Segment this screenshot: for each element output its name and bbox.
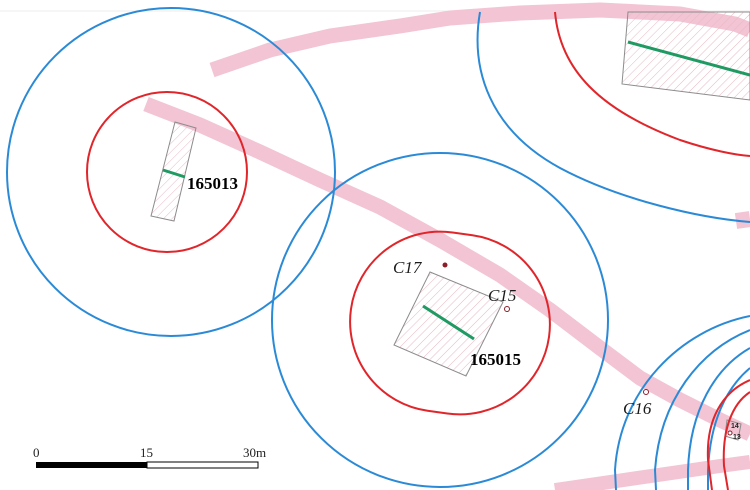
parcel-165015-label: 165015 (470, 350, 521, 369)
outer-buffer-165013 (6, 7, 336, 337)
point-c16-marker[interactable] (643, 389, 649, 395)
point-c15-label: C15 (488, 286, 516, 305)
parcel-165013-area (150, 121, 197, 222)
scale-tick-30m: 30m (243, 445, 266, 460)
scale-bar-black-segment (36, 462, 147, 468)
parcel-165013-label: 165013 (187, 174, 238, 193)
point-c17-label: C17 (393, 258, 423, 277)
inner-buffer-bottom-right-2 (722, 391, 750, 490)
point-14-label: 14 (731, 423, 739, 430)
scale-tick-0: 0 (33, 445, 40, 460)
outer-buffer-bottom-right-1 (613, 315, 750, 490)
label-layer: 165013 165015 C17 C15 C16 14 13 (187, 174, 741, 441)
point-c17-marker[interactable] (442, 262, 448, 268)
point-c15-marker[interactable] (504, 306, 510, 312)
inner-buffer-top-right (554, 11, 750, 157)
inner-buffer-bottom-right-1 (706, 379, 750, 490)
parcel-165015[interactable] (393, 271, 504, 377)
outer-buffer-top-right (476, 11, 750, 223)
parcel-165013-centerline (162, 168, 186, 179)
parcel-165013[interactable] (150, 121, 197, 222)
scale-bar-white-segment (146, 461, 259, 469)
scale-bar: 0 15 30m (33, 445, 266, 469)
point-13-marker[interactable] (727, 430, 733, 436)
inner-buffer-165013 (86, 91, 248, 253)
parcel-top-right-area (621, 11, 750, 101)
outer-buffer-layer (6, 7, 750, 490)
inner-buffer-layer (86, 11, 750, 490)
point-c16-label: C16 (623, 399, 652, 418)
road-main (143, 97, 750, 441)
outer-buffer-165015 (271, 152, 609, 488)
outer-buffer-bottom-right-2 (653, 329, 750, 490)
parcel-165015-centerline (422, 304, 475, 341)
scale-tick-15: 15 (140, 445, 153, 460)
point-13-label: 13 (733, 434, 741, 441)
parcel-top-right-centerline (627, 40, 750, 77)
inner-buffer-165015 (349, 230, 551, 416)
outer-buffer-bottom-right-3 (687, 347, 750, 490)
parcel-top-right[interactable] (621, 11, 750, 101)
road-lower (553, 455, 750, 490)
point-markers (442, 262, 733, 436)
